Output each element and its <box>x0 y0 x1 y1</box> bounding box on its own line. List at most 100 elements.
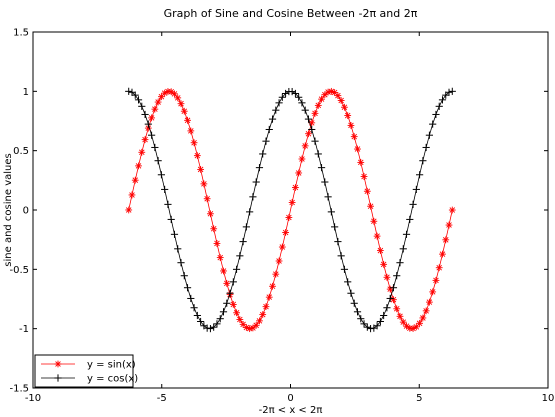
data-point-cos <box>193 311 201 320</box>
data-point-cos <box>141 110 149 119</box>
data-point-sin <box>376 247 384 254</box>
data-point-sin <box>190 139 198 147</box>
data-point-sin <box>347 122 355 129</box>
x-tick-label: 0 <box>287 393 293 404</box>
data-point-sin <box>210 225 218 233</box>
data-point-sin <box>363 187 371 195</box>
data-point-sin <box>262 303 270 311</box>
data-point-sin <box>318 95 325 103</box>
data-point-cos <box>232 265 241 273</box>
legend-item-sin: y = sin(x) <box>41 360 136 371</box>
data-point-sin <box>233 309 240 317</box>
data-point-sin <box>370 217 378 225</box>
x-axis-label: -2π < x < 2π <box>259 405 323 416</box>
data-point-sin <box>445 221 453 229</box>
data-point-sin <box>148 114 155 122</box>
data-point-cos <box>177 259 185 267</box>
data-point-sin <box>138 148 146 156</box>
data-point-cos <box>409 200 417 208</box>
data-point-cos <box>357 315 365 323</box>
data-point-sin <box>236 316 244 323</box>
data-point-sin <box>246 325 254 333</box>
data-point-sin <box>390 296 397 304</box>
data-point-sin <box>426 298 433 306</box>
data-point-cos <box>154 157 162 165</box>
data-point-cos <box>174 245 182 253</box>
data-point-sin <box>252 321 260 329</box>
data-point-sin <box>367 202 374 210</box>
data-point-sin <box>131 176 139 184</box>
data-point-sin <box>422 307 430 315</box>
legend-label: y = sin(x) <box>87 360 136 371</box>
data-point-cos <box>304 115 313 123</box>
data-point-cos <box>249 193 257 201</box>
data-point-sin <box>154 98 162 106</box>
data-point-cos <box>321 178 329 186</box>
data-point-sin <box>265 293 273 301</box>
data-point-cos <box>432 110 440 119</box>
data-point-cos <box>340 265 349 273</box>
data-point-cos <box>412 185 420 194</box>
data-point-cos <box>206 325 215 333</box>
series-line-sin <box>128 90 453 330</box>
legend-item-cos: y = cos(x) <box>41 374 138 385</box>
data-point-cos <box>324 193 332 201</box>
data-point-cos <box>295 93 303 101</box>
x-tick-label: 10 <box>542 393 555 404</box>
data-point-cos <box>157 171 165 179</box>
data-point-sin <box>337 97 345 104</box>
data-point-cos <box>383 304 391 312</box>
data-point-cos <box>147 131 156 139</box>
data-point-cos <box>298 99 306 107</box>
data-point-cos <box>363 323 371 331</box>
series-sin <box>125 87 456 333</box>
data-point-sin <box>275 257 283 265</box>
data-point-cos <box>406 215 414 224</box>
y-tick-label: 0 <box>23 206 29 217</box>
data-point-sin <box>288 199 296 206</box>
data-point-cos <box>301 106 309 114</box>
data-point-sin <box>229 301 237 308</box>
data-point-sin <box>393 305 401 313</box>
data-point-cos <box>311 137 319 145</box>
data-point-cos <box>380 311 388 320</box>
data-point-sin <box>282 229 289 236</box>
data-point-cos <box>396 259 404 267</box>
data-point-sin <box>200 180 208 188</box>
data-point-sin <box>383 273 391 281</box>
data-point-sin <box>141 136 149 144</box>
y-tick-label: 1 <box>23 87 29 98</box>
data-point-cos <box>402 230 411 238</box>
data-point-cos <box>170 230 179 238</box>
data-point-sin <box>380 260 388 268</box>
x-tick-label: -5 <box>157 393 167 404</box>
data-point-cos <box>216 315 224 323</box>
data-point-cos <box>131 91 139 99</box>
data-point-cos <box>308 125 316 134</box>
data-point-sin <box>174 94 182 102</box>
data-point-cos <box>242 223 250 231</box>
data-point-cos <box>344 278 352 286</box>
data-point-sin <box>442 236 450 244</box>
data-point-sin <box>256 317 263 325</box>
data-point-cos <box>246 208 254 216</box>
data-point-sin <box>435 264 443 272</box>
data-point-sin <box>311 109 319 117</box>
data-point-sin <box>314 102 322 109</box>
data-point-cos <box>138 102 146 110</box>
data-point-sin <box>305 130 312 138</box>
data-point-sin <box>151 105 159 113</box>
data-point-cos <box>265 125 273 134</box>
data-point-cos <box>183 284 192 292</box>
data-point-cos <box>399 245 407 253</box>
data-point-sin <box>285 214 293 221</box>
data-point-sin <box>216 254 224 261</box>
data-point-cos <box>278 93 286 101</box>
data-point-cos <box>376 317 384 326</box>
data-point-cos <box>416 171 424 179</box>
data-point-sin <box>278 243 286 251</box>
data-point-cos <box>334 238 342 246</box>
data-point-cos <box>213 320 221 328</box>
